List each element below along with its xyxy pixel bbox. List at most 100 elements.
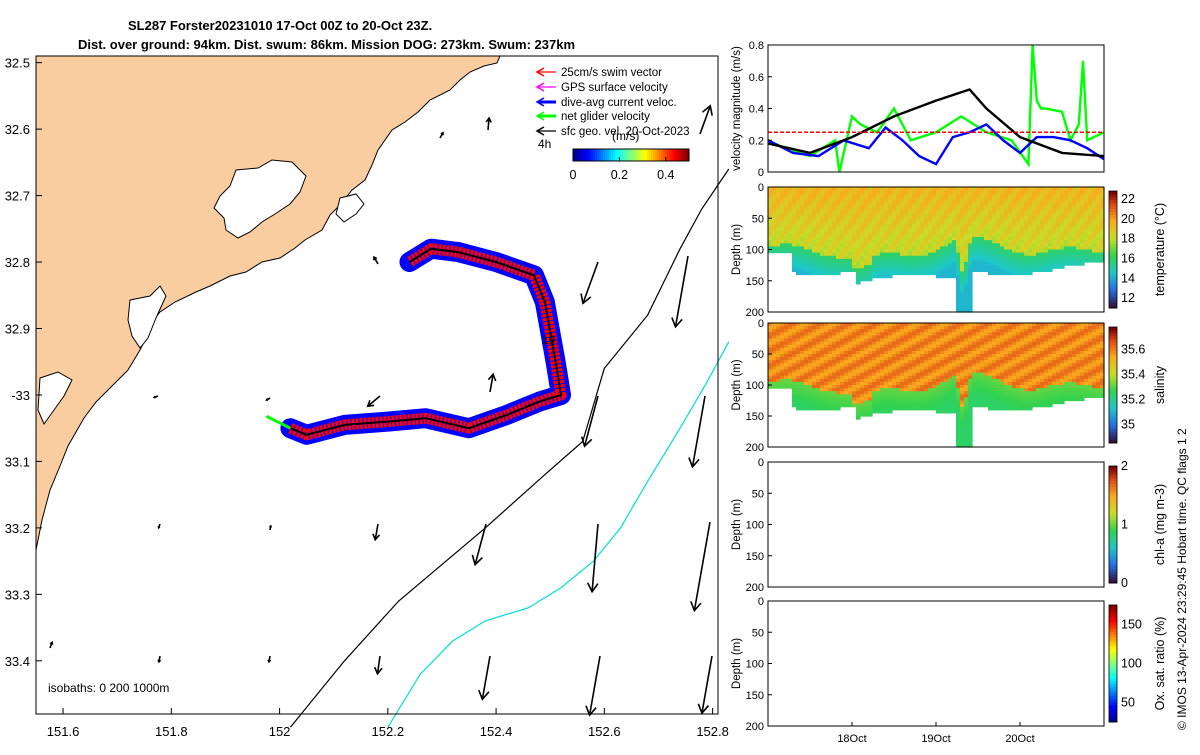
profile-cell (1064, 228, 1069, 232)
profile-cell (1032, 203, 1037, 207)
profile-cell (888, 253, 893, 257)
profile-cell (1096, 253, 1101, 257)
profile-cell (1004, 253, 1009, 257)
profile-cell (912, 407, 917, 411)
profile-cell (1048, 240, 1053, 244)
profile-cell (1064, 203, 1069, 207)
profile-cell (896, 215, 901, 219)
profile-cell (884, 410, 889, 414)
isobaths-label: isobaths: 0 200 1000m (48, 681, 169, 695)
profile-colorbar-cell (1109, 229, 1117, 232)
profile-colorbar-cell (1109, 365, 1117, 368)
profile-cell (884, 265, 889, 269)
profile-cell (976, 190, 981, 194)
profile-cell (812, 215, 817, 219)
profile-cell (1068, 190, 1073, 194)
profile-cell (884, 240, 889, 244)
profile-cell (1008, 228, 1013, 232)
map-y-tick-label: 32.9 (5, 322, 30, 337)
profile-cell (772, 190, 777, 194)
profile-cell (1084, 203, 1089, 207)
profile-cell (1028, 203, 1033, 207)
profile-cell (932, 253, 937, 257)
profile-cell (984, 265, 989, 269)
colorbar-cell (655, 149, 657, 161)
profile-cell (1016, 253, 1021, 257)
profile-cell (968, 303, 973, 307)
profile-colorbar-cell (1109, 285, 1117, 288)
profile-cell (928, 215, 933, 219)
profile-cell (1052, 190, 1057, 194)
profile-cell (944, 190, 949, 194)
profile-colorbar-cell (1109, 212, 1117, 215)
profile-cell (912, 215, 917, 219)
map-x-tick-label: 152.4 (480, 724, 513, 739)
profile-cell (988, 228, 993, 232)
profile-cell (1068, 262, 1073, 266)
profile-cell (1008, 203, 1013, 207)
profile-cell (872, 275, 877, 279)
profile-cell (888, 215, 893, 219)
profile-cell (1088, 259, 1093, 263)
profile-cell (1072, 397, 1077, 401)
profile-cell (768, 385, 773, 389)
profile-cell (1056, 203, 1061, 207)
profile-y-tick-label: 0 (758, 318, 764, 330)
profile-cell (792, 190, 797, 194)
profile-cell (976, 265, 981, 269)
profile-cell (792, 228, 797, 232)
profile-cell (1060, 401, 1065, 405)
profile-cell (956, 303, 961, 307)
profile-cell (1012, 215, 1017, 219)
colorbar-cell (577, 149, 579, 161)
profile-cell (908, 240, 913, 244)
profile-cell (796, 253, 801, 257)
profile-cell (992, 253, 997, 257)
colorbar-cell (607, 149, 609, 161)
profile-cell (1036, 190, 1041, 194)
profile-cell (872, 253, 877, 257)
profile-cell (928, 265, 933, 269)
colorbar-cell (615, 149, 617, 161)
profile-cell (964, 253, 969, 257)
profile-colorbar-cell (1109, 250, 1117, 253)
colorbar-cell (601, 149, 603, 161)
profile-cell (824, 215, 829, 219)
profile-colorbar-cell (1109, 336, 1117, 339)
profile-cell (1076, 228, 1081, 232)
profile-cell (812, 228, 817, 232)
profile-cell (908, 190, 913, 194)
profile-cell (996, 265, 1001, 269)
profile-colorbar-cell (1109, 373, 1117, 376)
profile-cell (964, 265, 969, 269)
profile-cell (892, 253, 897, 257)
profile-colorbar-cell (1109, 288, 1117, 291)
profile-colorbar-cell (1109, 397, 1117, 400)
profile-cell (1064, 190, 1069, 194)
profile-cell (804, 407, 809, 411)
profile-cell (940, 410, 945, 414)
profile-cell (1016, 240, 1021, 244)
profile-cell (796, 190, 801, 194)
profile-cell (1076, 397, 1081, 401)
profile-cell (840, 215, 845, 219)
profile-cell (932, 190, 937, 194)
profile-colorbar-cell (1109, 382, 1117, 385)
profile-cell (932, 240, 937, 244)
colorbar-cell (617, 149, 619, 161)
profile-cell (872, 240, 877, 244)
profile-cell (960, 203, 965, 207)
profile-cell (1056, 240, 1061, 244)
profile-cell (888, 203, 893, 207)
profile-cell (824, 407, 829, 411)
profile-colorbar-cell (1109, 420, 1117, 423)
profile-cell (900, 265, 905, 269)
profile-colorbar-cell (1109, 385, 1117, 388)
profile-cell (1020, 215, 1025, 219)
profile-cell (784, 228, 789, 232)
profile-cell (948, 240, 953, 244)
profile-cell (840, 253, 845, 257)
profile-cell (1060, 203, 1065, 207)
profile-cell (1040, 268, 1045, 272)
profile-cell (792, 240, 797, 244)
